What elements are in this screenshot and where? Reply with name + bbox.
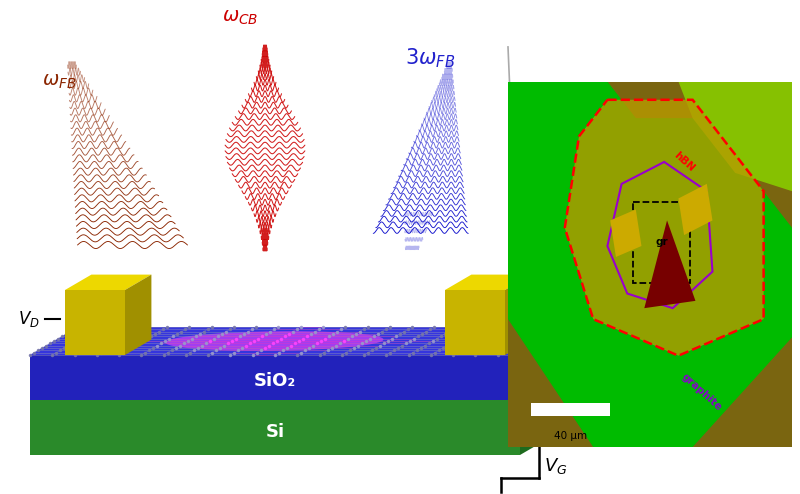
Polygon shape <box>508 82 792 447</box>
Text: $\omega_{CB}$: $\omega_{CB}$ <box>222 8 258 28</box>
Polygon shape <box>520 372 568 455</box>
Polygon shape <box>30 400 520 455</box>
Polygon shape <box>445 275 531 290</box>
Polygon shape <box>644 220 695 308</box>
Polygon shape <box>565 100 763 356</box>
Polygon shape <box>125 275 151 355</box>
Text: graphite: graphite <box>679 371 723 413</box>
Polygon shape <box>678 82 792 191</box>
Polygon shape <box>30 372 568 400</box>
Polygon shape <box>445 290 505 355</box>
Bar <box>530 403 610 416</box>
Text: $V_D$: $V_D$ <box>18 309 40 329</box>
Polygon shape <box>520 327 568 400</box>
Polygon shape <box>505 275 531 355</box>
Polygon shape <box>65 275 151 290</box>
Text: hBN: hBN <box>672 150 696 174</box>
Polygon shape <box>508 118 792 447</box>
Text: Si: Si <box>266 422 285 441</box>
Text: SiO₂: SiO₂ <box>254 371 296 389</box>
Text: $3\omega_{FB}$: $3\omega_{FB}$ <box>405 46 455 70</box>
Text: gr: gr <box>655 237 668 247</box>
Text: $V_G$: $V_G$ <box>544 456 568 476</box>
Polygon shape <box>166 331 383 351</box>
Text: 40 μm: 40 μm <box>554 431 587 441</box>
Polygon shape <box>30 327 568 355</box>
Polygon shape <box>610 209 642 257</box>
Polygon shape <box>508 82 664 246</box>
Polygon shape <box>30 355 520 400</box>
Polygon shape <box>678 184 713 235</box>
Polygon shape <box>65 290 125 355</box>
Text: $\omega_{FB}$: $\omega_{FB}$ <box>42 73 77 91</box>
